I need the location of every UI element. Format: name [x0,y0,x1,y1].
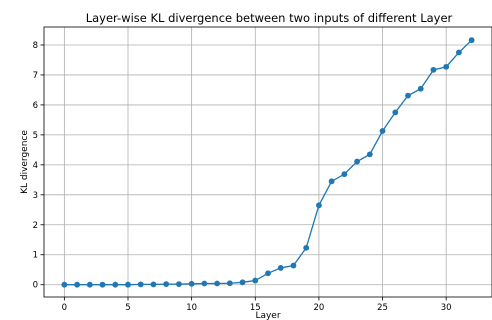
x-tick-label: 0 [62,303,67,313]
y-tick-label: 5 [33,131,38,141]
grid [44,27,492,297]
data-point [252,277,259,284]
data-point [125,281,131,288]
y-tick-label: 7 [33,71,38,81]
x-tick-label: 5 [125,303,130,313]
data-point [430,66,437,73]
data-point [86,281,93,288]
data-point [366,151,373,158]
x-axis-label: Layer [255,311,280,320]
data-point [112,281,119,288]
data-point [392,109,399,116]
x-tick-label: 30 [441,303,452,313]
x-axis-ticks: 0 5 10 15 20 25 30 [62,297,452,313]
data-point [176,281,182,288]
chart-title: Layer-wise KL divergence between two inp… [86,11,453,25]
data-point [468,37,475,44]
x-tick-label: 20 [313,303,324,313]
x-tick-label: 15 [250,303,261,313]
x-tick-label: 25 [377,303,388,313]
data-point [405,92,411,99]
data-point [265,270,271,277]
y-tick-label: 2 [33,221,38,231]
data-point [201,280,208,287]
data-point [443,63,450,70]
data-point [74,281,80,288]
data-point [188,280,195,287]
data-point [290,262,297,269]
y-axis-ticks: 0 1 2 3 4 5 6 7 8 [33,41,44,291]
data-point [163,281,170,288]
data-point [456,49,462,56]
y-tick-label: 0 [33,281,38,291]
data-point [303,244,310,251]
data-point [137,281,144,288]
y-tick-label: 8 [33,41,38,51]
data-point [239,279,246,286]
data-point [214,280,220,287]
data-point [328,178,335,185]
data-point [379,128,386,134]
y-axis-label: KL divergence [20,130,30,194]
x-tick-label: 10 [186,303,197,313]
data-point [150,281,157,288]
y-tick-label: 1 [33,251,38,261]
y-tick-label: 6 [33,101,38,111]
data-point [341,171,348,178]
series-line [64,39,473,286]
data-point [316,202,322,209]
data-point [354,158,360,165]
data-point [226,280,233,287]
y-tick-label: 3 [33,191,38,201]
data-point [277,265,284,271]
series-kl-divergence [61,37,475,288]
data-point [417,85,424,92]
y-tick-label: 4 [33,161,38,171]
data-point [99,281,106,288]
axes-frame [43,26,492,298]
data-point [61,281,68,288]
